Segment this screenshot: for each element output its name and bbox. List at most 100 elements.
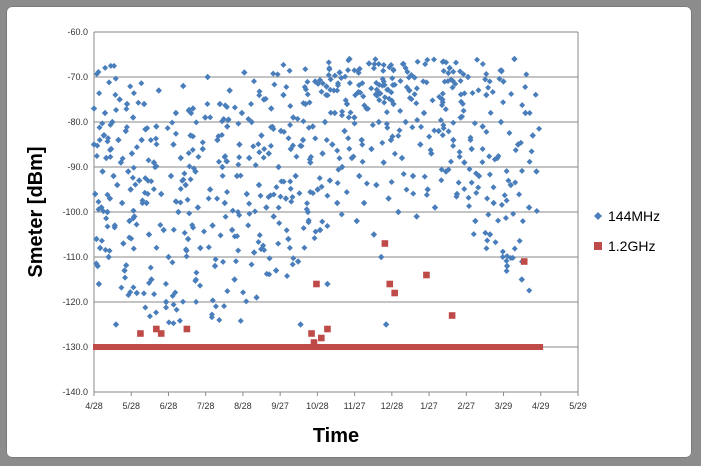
point-144mhz <box>483 245 490 252</box>
point-144mhz <box>380 159 387 166</box>
point-144mhz <box>222 213 229 220</box>
point-144mhz <box>511 55 518 63</box>
point-144mhz <box>450 136 457 144</box>
point-144mhz <box>185 150 192 157</box>
point-144mhz <box>343 189 350 196</box>
point-144mhz <box>402 118 409 126</box>
point-144mhz <box>267 192 274 199</box>
point-144mhz <box>316 226 324 234</box>
point-144mhz <box>150 186 157 193</box>
point-144mhz <box>299 136 307 144</box>
point-144mhz <box>516 191 523 198</box>
point-144mhz <box>272 267 280 274</box>
point-144mhz <box>285 235 292 243</box>
point-144mhz <box>151 291 158 298</box>
point-144mhz <box>248 101 255 108</box>
point-144mhz <box>202 114 209 121</box>
point-144mhz <box>487 109 494 116</box>
point-144mhz <box>107 153 114 160</box>
point-144mhz <box>492 239 499 246</box>
point-144mhz <box>250 249 258 256</box>
point-144mhz <box>396 127 403 134</box>
point-144mhz <box>312 135 319 142</box>
point-144mhz <box>452 59 459 66</box>
point-144mhz <box>450 119 457 126</box>
point-144mhz <box>385 195 392 202</box>
point-144mhz <box>130 164 137 171</box>
point-144mhz <box>180 82 187 90</box>
point-144mhz <box>450 68 457 75</box>
point-144mhz <box>514 141 522 148</box>
point-144mhz <box>148 178 155 185</box>
point-144mhz <box>293 153 300 160</box>
point-144mhz <box>104 191 111 198</box>
point-144mhz <box>427 146 434 153</box>
point-144mhz <box>186 163 193 170</box>
point-144mhz <box>496 75 503 82</box>
point-144mhz <box>490 199 497 207</box>
point-144mhz <box>130 245 137 252</box>
point-144mhz <box>172 289 179 296</box>
point-144mhz <box>238 109 246 117</box>
point-144mhz <box>503 197 510 204</box>
point-144mhz <box>411 91 418 98</box>
point-144mhz <box>500 99 507 106</box>
point-144mhz <box>129 174 136 181</box>
point-144mhz <box>106 247 113 254</box>
point-144mhz <box>229 207 236 214</box>
point-144mhz <box>133 221 140 228</box>
point-144mhz <box>184 196 191 203</box>
point-144mhz <box>351 120 358 127</box>
point-144mhz <box>457 68 464 75</box>
point-1p2ghz <box>381 240 389 247</box>
point-144mhz <box>503 267 510 274</box>
point-144mhz <box>421 173 428 180</box>
point-144mhz <box>257 192 264 199</box>
point-144mhz <box>483 128 490 135</box>
point-144mhz <box>344 67 351 74</box>
point-144mhz <box>368 85 375 92</box>
point-144mhz <box>378 253 385 261</box>
point-144mhz <box>184 235 192 243</box>
point-144mhz <box>381 82 388 89</box>
point-144mhz <box>111 224 118 231</box>
point-144mhz <box>506 130 513 137</box>
point-144mhz <box>334 147 341 154</box>
point-144mhz <box>384 86 391 93</box>
point-144mhz <box>484 237 491 244</box>
point-144mhz <box>153 163 160 170</box>
point-144mhz <box>235 247 242 254</box>
point-144mhz <box>457 91 464 98</box>
x-tick-label: 5/29 <box>569 401 587 411</box>
point-144mhz <box>263 270 270 277</box>
point-144mhz <box>370 65 377 72</box>
point-144mhz <box>429 97 436 104</box>
point-144mhz <box>381 99 388 106</box>
point-144mhz <box>115 136 122 144</box>
point-144mhz <box>305 124 312 131</box>
point-144mhz <box>221 154 228 161</box>
point-144mhz <box>486 231 494 238</box>
point-144mhz <box>409 124 416 131</box>
point-144mhz <box>350 153 357 160</box>
point-1p2ghz <box>153 325 160 333</box>
point-144mhz <box>256 88 263 95</box>
series-144mhz <box>90 55 543 328</box>
point-144mhz <box>205 195 212 202</box>
point-144mhz <box>200 228 207 235</box>
point-144mhz <box>379 139 386 146</box>
point-144mhz <box>379 75 386 82</box>
point-144mhz <box>209 222 216 229</box>
point-144mhz <box>123 105 130 112</box>
point-144mhz <box>132 181 139 188</box>
point-144mhz <box>212 303 219 310</box>
point-144mhz <box>306 156 313 163</box>
point-144mhz <box>446 64 453 72</box>
point-144mhz <box>205 244 212 251</box>
point-144mhz <box>368 145 375 153</box>
point-144mhz <box>206 186 214 193</box>
point-144mhz <box>256 232 263 239</box>
point-144mhz <box>153 123 160 130</box>
point-144mhz <box>346 145 353 152</box>
point-144mhz <box>294 258 302 265</box>
